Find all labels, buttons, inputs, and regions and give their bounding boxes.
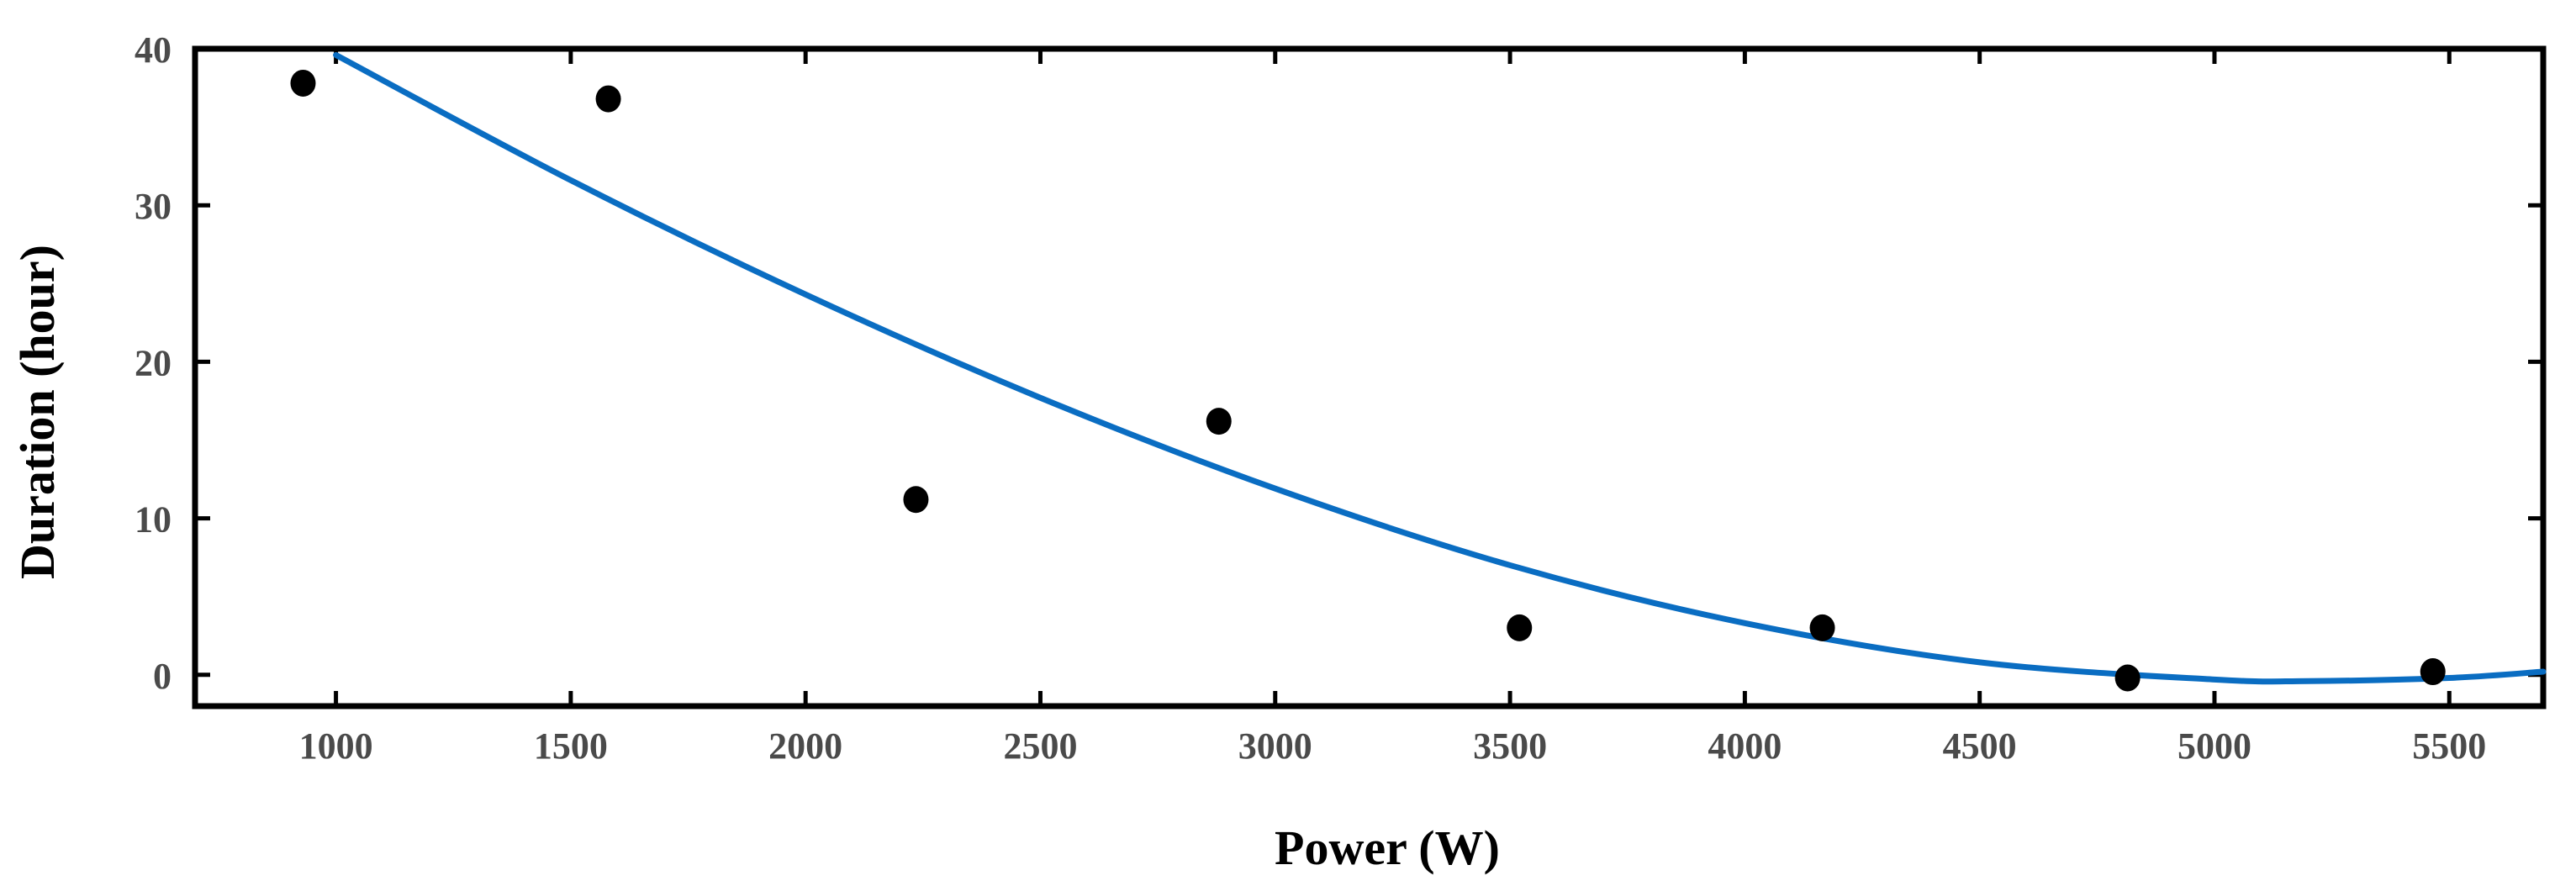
data-point — [1206, 408, 1232, 435]
data-point — [2420, 658, 2446, 686]
data-point — [595, 85, 621, 113]
y-tick-label: 10 — [135, 499, 172, 541]
y-tick-label: 20 — [135, 342, 172, 383]
y-tick-label: 40 — [135, 29, 172, 71]
data-point — [290, 69, 316, 97]
x-tick-label: 1000 — [299, 725, 373, 767]
data-point — [2114, 664, 2141, 692]
data-point — [903, 486, 929, 514]
fit-curve-line — [333, 51, 2547, 685]
x-tick-label: 3000 — [1238, 725, 1312, 767]
x-tick-label: 2500 — [1003, 725, 1077, 767]
x-tick-label: 3500 — [1473, 725, 1547, 767]
data-point — [1809, 614, 1835, 641]
x-tick-label: 4000 — [1708, 725, 1782, 767]
x-tick-label: 5500 — [2412, 725, 2486, 767]
x-tick-label: 5000 — [2177, 725, 2251, 767]
y-axis-ticks: 0 10 20 30 40 — [135, 29, 2543, 697]
x-tick-label: 4500 — [1943, 725, 2017, 767]
y-tick-label: 30 — [135, 186, 172, 227]
x-axis-ticks: 1000 1500 2000 2500 3000 3500 4000 4500 5000 5500 — [299, 49, 2486, 767]
y-axis-title: Duration (hour) — [10, 245, 65, 579]
series-layer — [290, 51, 2547, 692]
y-tick-label: 0 — [153, 656, 172, 697]
x-tick-label: 1500 — [534, 725, 608, 767]
x-tick-label: 2000 — [768, 725, 842, 767]
data-point — [1507, 614, 1533, 641]
x-axis-title: Power (W) — [1275, 820, 1500, 875]
plot-area-frame — [192, 45, 2547, 709]
